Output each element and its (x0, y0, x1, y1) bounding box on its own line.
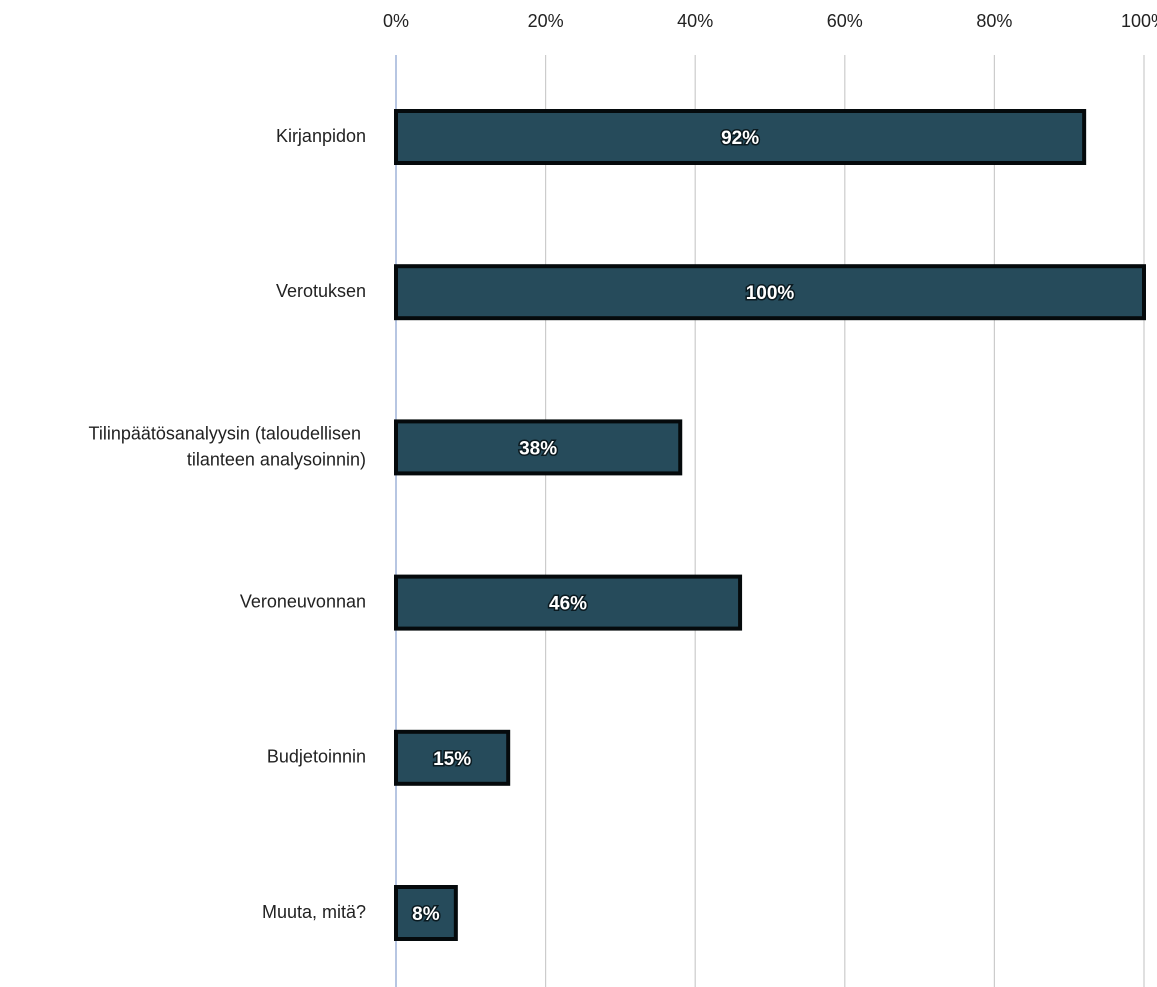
bar (394, 729, 511, 786)
bar (394, 885, 458, 941)
data-label: 15% (433, 749, 471, 770)
y-tick-label: Veroneuvonnan (240, 591, 366, 611)
x-tick-label: 60% (827, 11, 863, 31)
x-tick-label: 100% (1121, 11, 1157, 31)
bar (394, 419, 683, 476)
y-tick-label: Tilinpäätösanalyysin (taloudellisen tila… (89, 423, 367, 469)
data-label: 92% (721, 128, 759, 149)
x-tick-label: 80% (976, 11, 1012, 31)
bar (394, 574, 743, 631)
y-tick-label: Muuta, mitä? (262, 902, 366, 922)
data-label: 8% (412, 904, 440, 925)
x-tick-label: 20% (528, 11, 564, 31)
y-tick-label: Kirjanpidon (276, 126, 366, 146)
data-label: 100% (746, 283, 795, 304)
x-tick-label: 40% (677, 11, 713, 31)
bar (394, 264, 1146, 321)
data-label: 46% (549, 594, 587, 615)
data-label: 38% (519, 438, 557, 459)
x-tick-label: 0% (383, 11, 409, 31)
y-tick-label: Verotuksen (276, 281, 366, 301)
bar (394, 109, 1087, 165)
y-tick-label: Budjetoinnin (267, 747, 366, 767)
